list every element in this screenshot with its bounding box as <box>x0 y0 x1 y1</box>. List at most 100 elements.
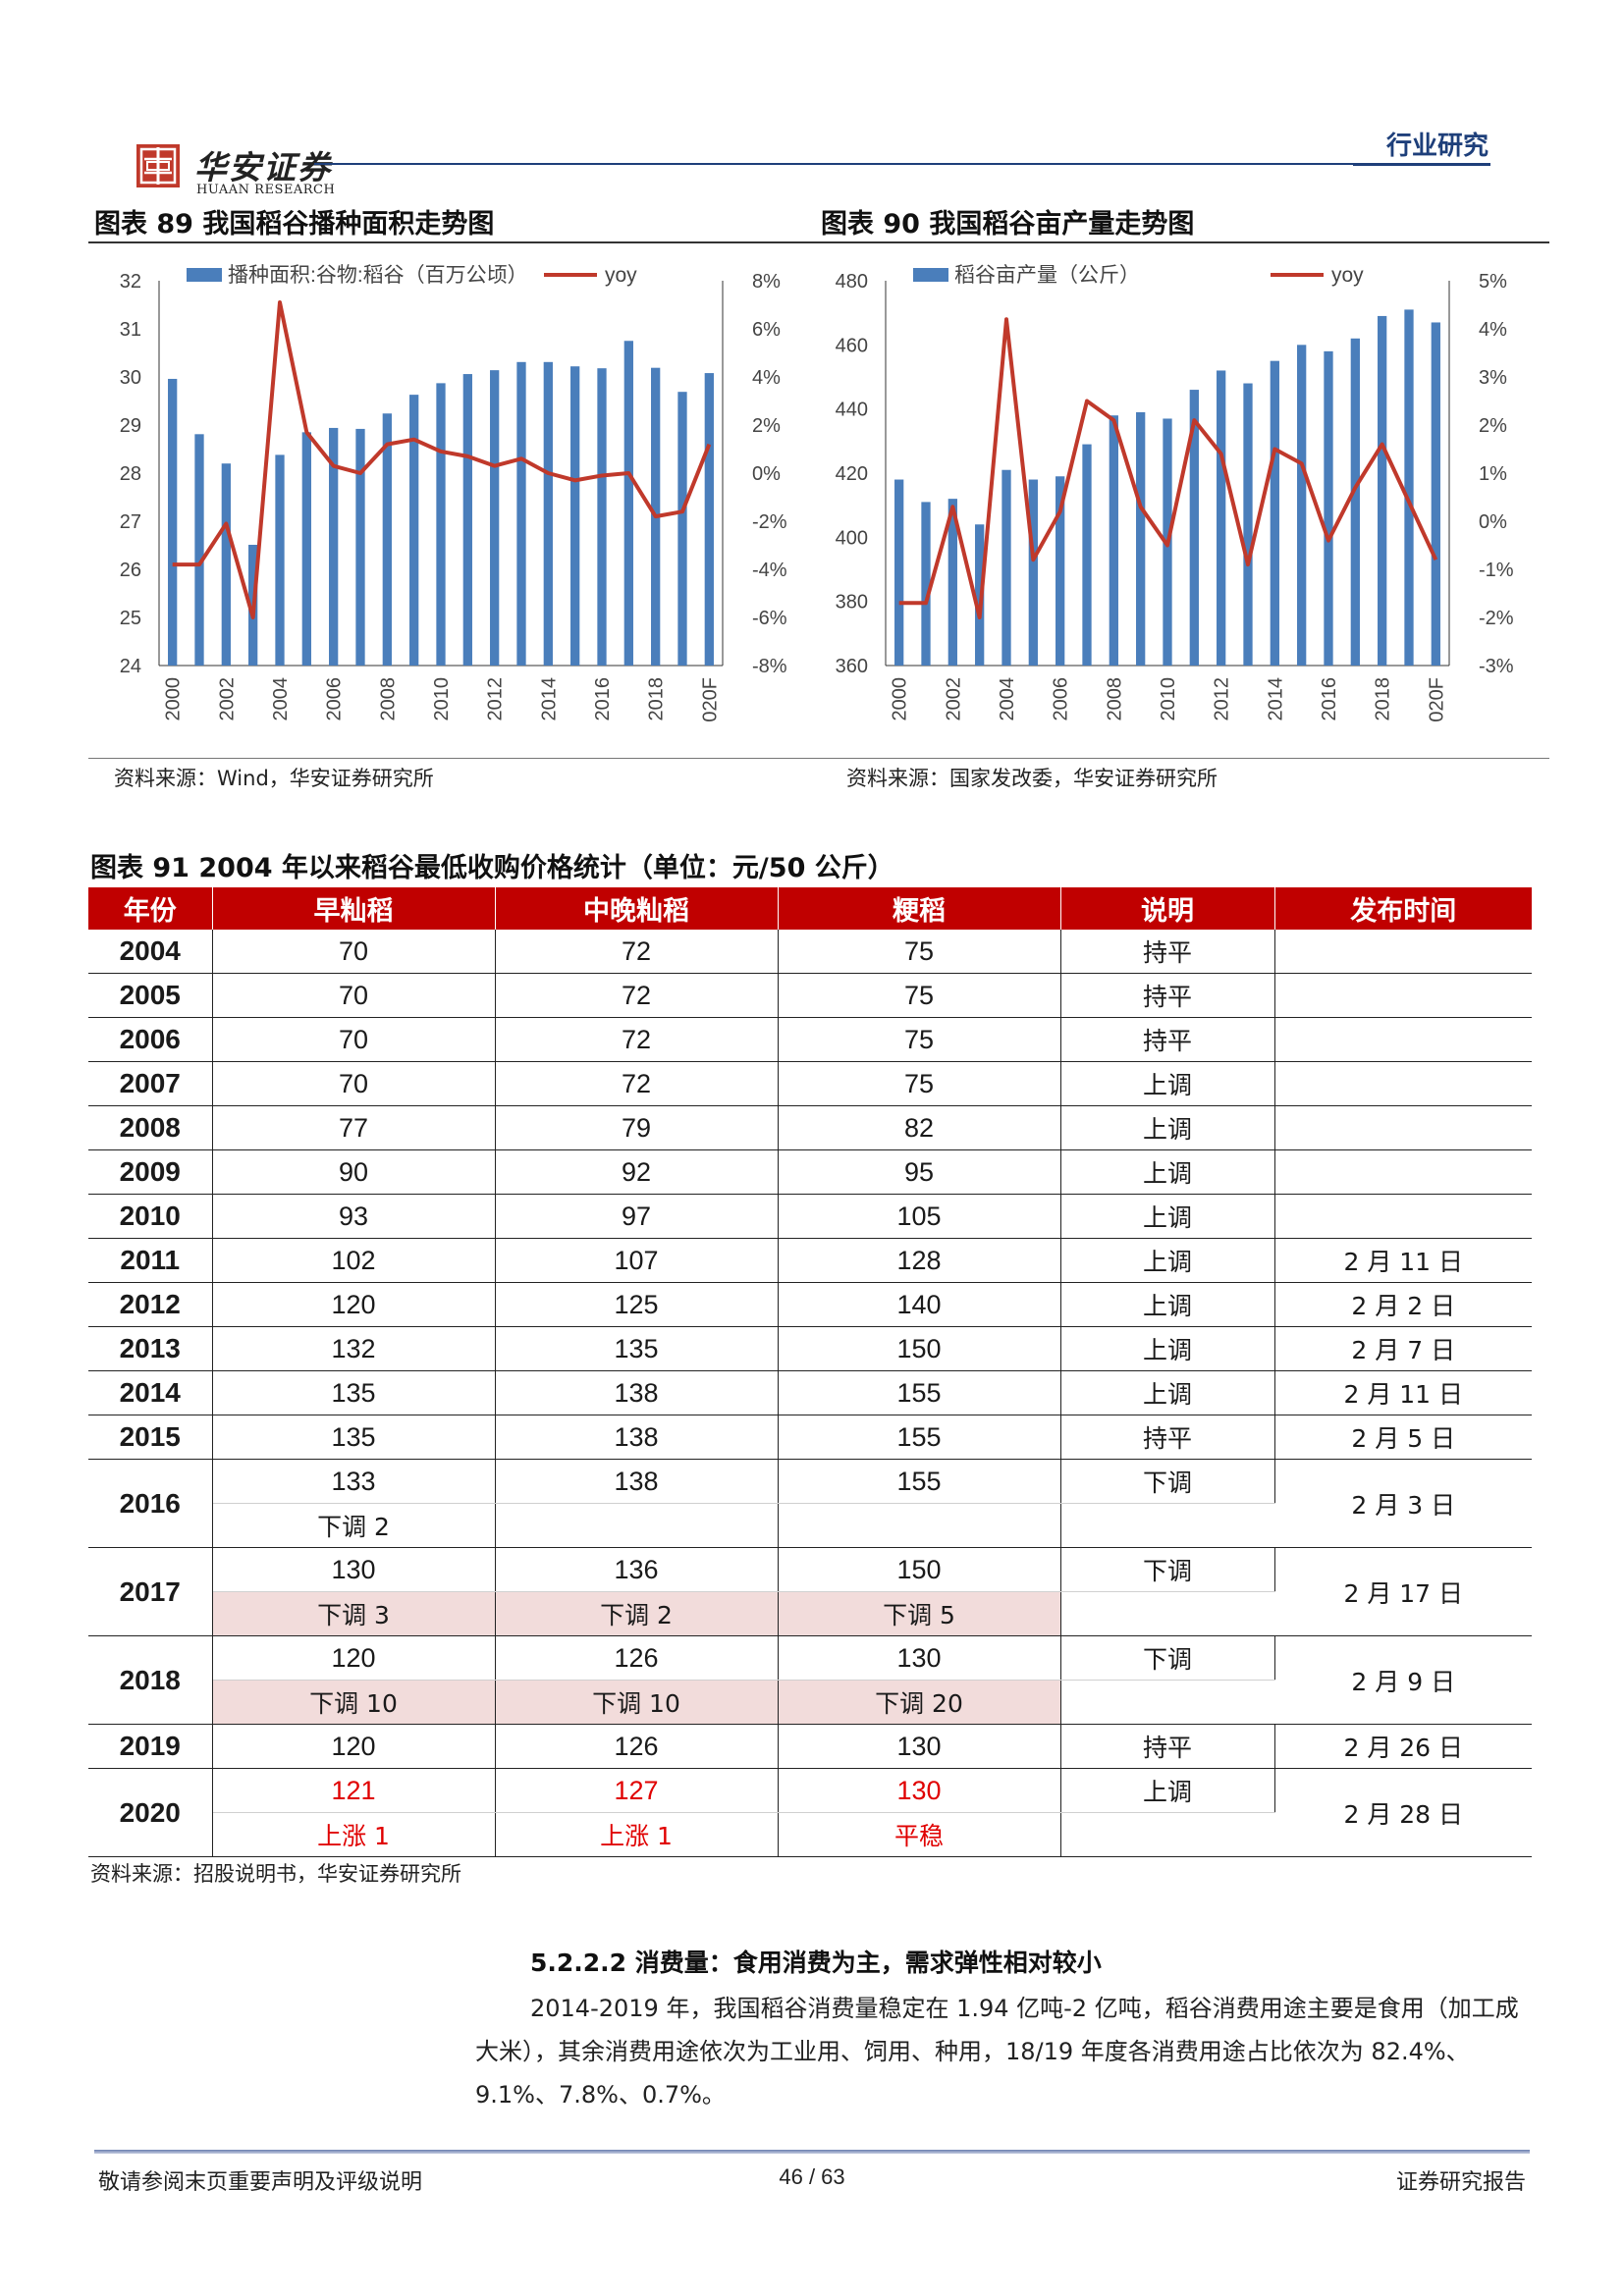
mid-late-indica-change-cell <box>495 1503 779 1548</box>
early-indica-cell: 135 <box>212 1415 496 1460</box>
x-tick-label: 2008 <box>1104 677 1125 721</box>
bar <box>1350 338 1360 666</box>
japonica-change-cell <box>778 1503 1061 1548</box>
y-tick-label-left: 400 <box>836 527 868 549</box>
note-cell: 上调 <box>1060 1238 1275 1283</box>
early-indica-cell: 70 <box>212 1061 496 1106</box>
year-cell: 2012 <box>88 1282 213 1327</box>
japonica-cell: 130 <box>778 1635 1061 1681</box>
bar <box>516 361 526 666</box>
year-cell: 2010 <box>88 1194 213 1239</box>
release-date-cell <box>1274 930 1532 974</box>
x-tick-label: 2002 <box>943 677 964 721</box>
year-cell: 2009 <box>88 1149 213 1195</box>
early-indica-cell: 121 <box>212 1768 496 1813</box>
early-indica-cell: 120 <box>212 1635 496 1681</box>
release-date-cell <box>1274 973 1532 1018</box>
y-tick-label-right: -4% <box>752 560 787 581</box>
release-date-cell: 2 月 28 日 <box>1274 1768 1532 1857</box>
note-cell: 上调 <box>1060 1768 1275 1813</box>
y-tick-label-left: 29 <box>120 415 141 437</box>
chart-rice-planting-area-svg: 24 25 26 27 28 29 30 31 32 -8% -6% -4% -2% 0% 2% 4% 6% 8%… <box>120 264 787 733</box>
company-logo <box>135 143 181 188</box>
release-date-cell: 2 月 17 日 <box>1274 1547 1532 1636</box>
japonica-cell: 130 <box>778 1724 1061 1769</box>
bar <box>1109 415 1118 666</box>
release-date-cell <box>1274 1149 1532 1195</box>
bar <box>921 502 931 666</box>
release-date-cell <box>1274 1105 1532 1150</box>
table-header-cell: 发布时间 <box>1274 887 1532 930</box>
early-indica-cell: 70 <box>212 930 496 974</box>
japonica-cell: 130 <box>778 1768 1061 1813</box>
y-tick-label-left: 420 <box>836 463 868 485</box>
x-tick-label: 2018 <box>1373 677 1394 721</box>
bar <box>704 373 714 666</box>
early-indica-change-cell: 下调 3 <box>212 1591 496 1636</box>
bar <box>194 434 204 666</box>
japonica-change-cell: 下调 5 <box>778 1591 1061 1636</box>
bar <box>1082 444 1092 666</box>
y-tick-label-right: -8% <box>752 656 787 677</box>
y-tick-label-right: 3% <box>1479 367 1507 389</box>
y-tick-label-right: -1% <box>1479 560 1514 581</box>
japonica-cell: 75 <box>778 930 1061 974</box>
table-header-cell: 说明 <box>1060 887 1275 930</box>
note-cell: 上调 <box>1060 1370 1275 1415</box>
table-row: 2013 132 135 150 上调 2 月 7 日 <box>88 1326 1532 1371</box>
mid-late-indica-cell: 72 <box>495 1061 779 1106</box>
x-tick-label: 2000 <box>890 677 911 721</box>
legend-label-line: yoy <box>605 264 637 287</box>
release-date-cell: 2 月 7 日 <box>1274 1326 1532 1371</box>
japonica-cell: 75 <box>778 1017 1061 1062</box>
year-cell: 2019 <box>88 1724 213 1769</box>
x-tick-label: 2010 <box>431 677 453 721</box>
bar <box>597 368 607 666</box>
brand-name-cn: 华安证券 <box>194 148 332 187</box>
note-cell: 下调 <box>1060 1547 1275 1592</box>
japonica-cell: 140 <box>778 1282 1061 1327</box>
bar <box>1431 322 1440 666</box>
section-paragraph: 2014-2019 年，我国稻谷消费量稳定在 1.94 亿吨-2 亿吨，稻谷消费… <box>475 1995 1519 2109</box>
y-tick-label-left: 27 <box>120 511 141 533</box>
year-cell: 2005 <box>88 973 213 1018</box>
japonica-cell: 75 <box>778 1061 1061 1106</box>
table-row-change: 下调 3 下调 2 下调 5 <box>88 1591 1532 1636</box>
figure-source-rule <box>88 758 1549 759</box>
early-indica-cell: 132 <box>212 1326 496 1371</box>
early-indica-cell: 130 <box>212 1547 496 1592</box>
mid-late-indica-cell: 126 <box>495 1635 779 1681</box>
x-tick-label: 2012 <box>1212 677 1233 721</box>
year-cell: 2020 <box>88 1768 213 1857</box>
mid-late-indica-cell: 97 <box>495 1194 779 1239</box>
y-tick-label-right: 4% <box>1479 319 1507 341</box>
mid-late-indica-cell: 72 <box>495 973 779 1018</box>
bar <box>462 374 472 666</box>
y-tick-label-right: 4% <box>752 367 781 389</box>
note-cell: 上调 <box>1060 1061 1275 1106</box>
japonica-cell: 155 <box>778 1415 1061 1460</box>
release-date-cell: 2 月 11 日 <box>1274 1238 1532 1283</box>
mid-late-indica-cell: 136 <box>495 1547 779 1592</box>
page-number: 46 / 63 <box>779 2164 845 2189</box>
japonica-cell: 150 <box>778 1547 1061 1592</box>
bar <box>1056 476 1065 666</box>
note-cell: 上调 <box>1060 1105 1275 1150</box>
table-row: 2004 70 72 75 持平 <box>88 930 1532 974</box>
y-tick-label-right: 2% <box>1479 415 1507 437</box>
y-tick-label-left: 28 <box>120 463 141 485</box>
brand-name-en: HUAAN RESEARCH <box>196 183 336 197</box>
x-tick-label: 2020F <box>699 677 721 722</box>
table-row: 2006 70 72 75 持平 <box>88 1017 1532 1062</box>
section-heading: 5.2.2.2 消费量：食用消费为主，需求弹性相对较小 <box>530 1949 1102 1977</box>
y-tick-label-left: 380 <box>836 592 868 614</box>
mid-late-indica-cell: 72 <box>495 1017 779 1062</box>
x-tick-label: 2010 <box>1158 677 1179 721</box>
table-row: 2008 77 79 82 上调 <box>88 1105 1532 1150</box>
year-cell: 2008 <box>88 1105 213 1150</box>
table-row: 2010 93 97 105 上调 <box>88 1194 1532 1239</box>
yoy-line <box>172 300 712 619</box>
note-cell: 持平 <box>1060 973 1275 1018</box>
mid-late-indica-cell: 138 <box>495 1459 779 1504</box>
mid-late-indica-cell: 138 <box>495 1370 779 1415</box>
